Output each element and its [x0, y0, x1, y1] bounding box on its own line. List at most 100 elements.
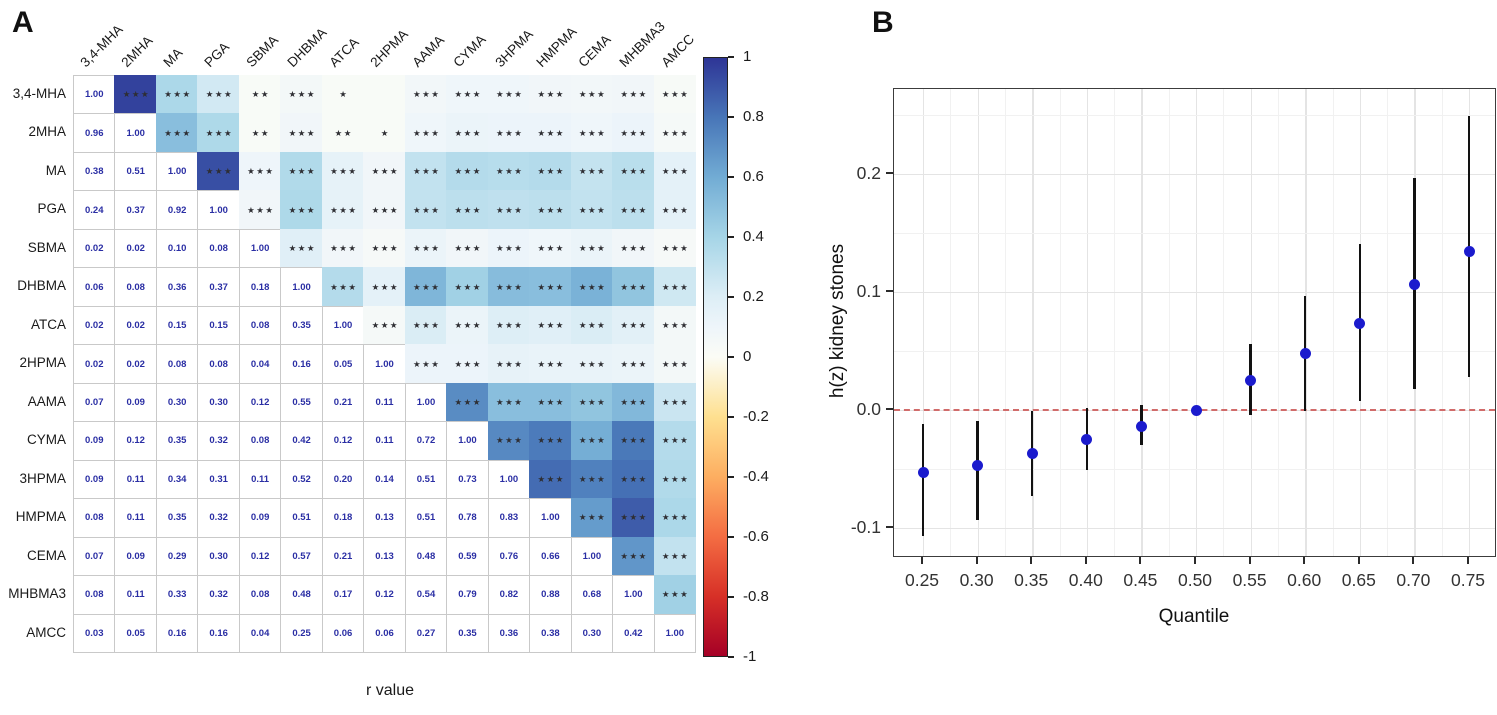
matrix-cell: 0.38 — [73, 151, 116, 192]
matrix-cell: ★★★ — [612, 459, 655, 500]
y-tick-label: 0.0 — [856, 399, 881, 419]
matrix-column-header: 3HPMA — [492, 26, 536, 70]
matrix-cell: 0.92 — [155, 190, 199, 230]
matrix-column-header: ATCA — [326, 34, 362, 70]
matrix-cell: ★★★ — [612, 228, 655, 269]
grid-x-minor — [950, 89, 952, 556]
matrix-cell: ★★★ — [570, 344, 614, 384]
matrix-cell: ★★★ — [612, 382, 655, 423]
matrix-cell: ★★★ — [612, 536, 655, 577]
matrix-column-header: PGA — [201, 39, 233, 70]
matrix-cell: ★★★ — [612, 75, 655, 115]
grid-x-minor — [1114, 89, 1116, 556]
matrix-cell: ★ — [363, 113, 406, 153]
colorbar-tick-label: -1 — [743, 648, 757, 665]
matrix-cell: ★★★ — [529, 190, 572, 230]
grid-x-minor — [1332, 89, 1334, 556]
x-tick-mark — [1194, 557, 1196, 564]
matrix-row-label: AMCC — [26, 624, 66, 640]
matrix-cell: ★★★ — [612, 305, 655, 346]
grid-x-minor — [1004, 89, 1006, 556]
matrix-cell: 0.59 — [446, 536, 489, 577]
matrix-cell: 0.11 — [238, 459, 282, 500]
matrix-cell: 0.09 — [73, 459, 116, 500]
matrix-row-label: AAMA — [27, 393, 66, 409]
matrix-cell: ★★★ — [446, 151, 489, 192]
matrix-cell: 0.31 — [197, 459, 240, 500]
y-tick-mark — [886, 408, 893, 410]
matrix-cell: 0.34 — [155, 459, 199, 500]
colorbar-tick-label: 0.4 — [743, 228, 764, 245]
matrix-cell: 0.32 — [197, 498, 240, 538]
matrix-cell: ★★★ — [363, 228, 406, 269]
colorbar-tick-mark — [728, 296, 734, 298]
grid-x-major — [1141, 89, 1143, 556]
matrix-cell: 0.16 — [155, 613, 199, 654]
matrix-cell: ★★★ — [570, 190, 614, 230]
matrix-cell: ★★★ — [529, 421, 572, 461]
matrix-cell: ★★★ — [487, 151, 531, 192]
matrix-cell: 0.09 — [73, 421, 116, 461]
matrix-cell: 0.02 — [114, 305, 157, 346]
x-tick-mark — [1412, 557, 1415, 564]
grid-x-minor — [1277, 89, 1279, 556]
matrix-column-header: AMCC — [657, 31, 697, 70]
matrix-cell: ★★★ — [280, 190, 323, 230]
matrix-cell: 1.00 — [238, 228, 282, 269]
matrix-cell: 0.21 — [321, 382, 365, 423]
matrix-cell: ★★★ — [529, 267, 572, 307]
matrix-cell: ★★★ — [487, 75, 531, 115]
matrix-cell: 0.73 — [446, 459, 489, 500]
matrix-cell: 0.32 — [197, 421, 240, 461]
x-tick-mark — [1248, 557, 1251, 564]
matrix-cell: 1.00 — [155, 151, 199, 192]
matrix-cell: ★★★ — [446, 382, 489, 423]
x-tick-mark — [975, 557, 978, 564]
matrix-cell: 0.15 — [155, 305, 199, 346]
matrix-cell: ★★★ — [363, 190, 406, 230]
matrix-cell: 0.37 — [114, 190, 157, 230]
y-tick-mark — [886, 526, 893, 528]
matrix-cell: 1.00 — [73, 75, 116, 115]
matrix-cell: 1.00 — [653, 613, 697, 654]
matrix-cell: 0.03 — [73, 613, 116, 654]
matrix-cell: ★★★ — [363, 305, 406, 346]
colorbar-tick-mark — [728, 596, 734, 598]
matrix-column-header: MA — [160, 45, 186, 70]
quantile-plot-area — [893, 88, 1496, 557]
matrix-cell: 0.12 — [114, 421, 157, 461]
matrix-cell: 0.02 — [114, 228, 157, 269]
matrix-cell: 0.51 — [114, 151, 157, 192]
matrix-row-label: MHBMA3 — [8, 586, 66, 602]
matrix-cell: 0.08 — [73, 575, 116, 615]
colorbar-tick-mark — [728, 656, 734, 658]
x-tick-mark — [1084, 557, 1087, 564]
matrix-cell: 0.30 — [570, 613, 614, 654]
matrix-cell: ★ — [321, 75, 365, 115]
colorbar-tick-label: -0.6 — [743, 528, 769, 545]
data-point — [917, 467, 929, 479]
matrix-cell: 0.15 — [197, 305, 240, 346]
matrix-cell: 1.00 — [321, 305, 365, 346]
x-tick-mark — [921, 557, 923, 564]
matrix-row-label: CEMA — [26, 547, 66, 563]
matrix-cell: ★★★ — [280, 75, 323, 115]
matrix-cell: 0.08 — [197, 344, 240, 384]
matrix-cell: 0.54 — [404, 575, 448, 615]
y-tick-mark — [886, 172, 893, 174]
matrix-cell: ★★★ — [653, 267, 697, 307]
data-point — [1463, 246, 1475, 258]
y-tick-mark — [886, 290, 893, 292]
matrix-cell: ★★★ — [155, 113, 199, 153]
matrix-cell: 0.08 — [238, 421, 282, 461]
grid-x-minor — [1387, 89, 1389, 556]
matrix-cell: ★★★ — [404, 267, 448, 307]
colorbar-tick-label: 0.2 — [743, 288, 764, 305]
matrix-cell: ★★★ — [612, 498, 655, 538]
matrix-cell: ★★★ — [404, 151, 448, 192]
matrix-cell: ★★★ — [404, 75, 448, 115]
grid-x-minor — [1168, 89, 1170, 556]
matrix-cell: 0.16 — [280, 344, 323, 384]
matrix-cell: 0.51 — [404, 498, 448, 538]
matrix-column-header: CYMA — [450, 31, 489, 70]
